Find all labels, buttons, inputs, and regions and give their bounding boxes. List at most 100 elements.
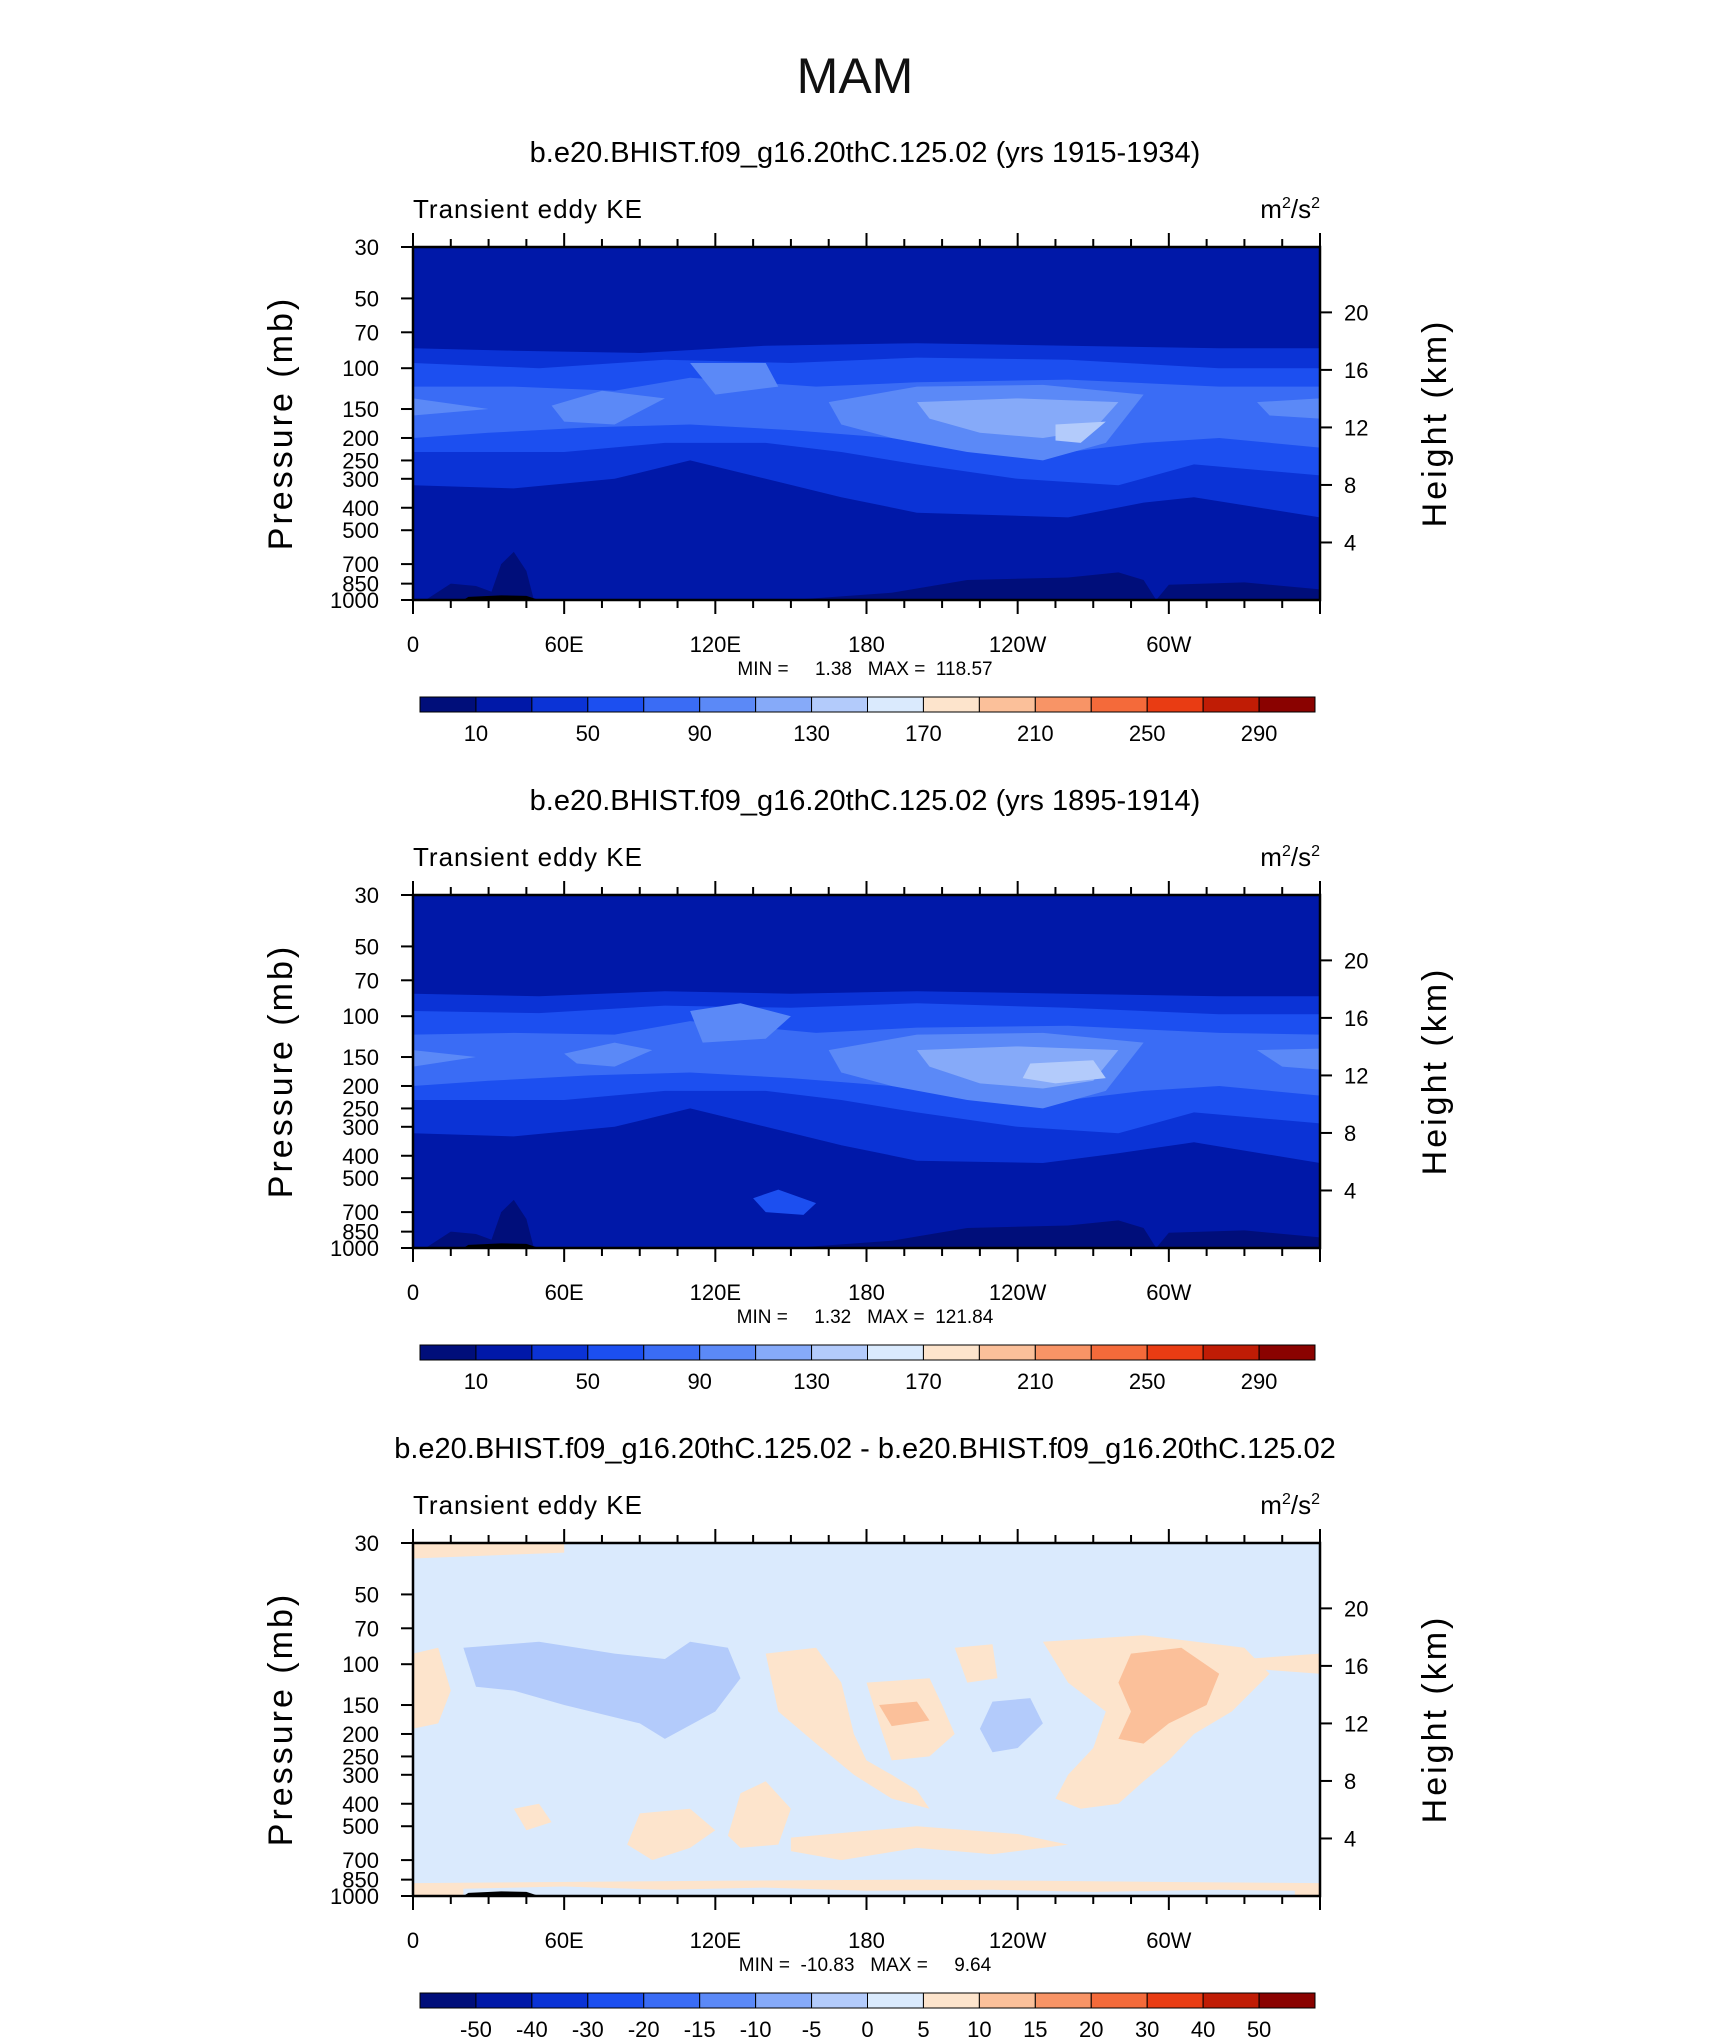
y-axis-label: Pressure (mb) [262, 944, 300, 1198]
colorbar-label: 50 [576, 721, 600, 746]
y-tick-label: 100 [342, 1652, 379, 1677]
colorbar-swatch [1202, 696, 1260, 713]
y-tick-label: 100 [342, 356, 379, 381]
contour-field [413, 895, 1320, 1248]
y2-tick-label: 8 [1344, 1121, 1356, 1146]
colorbar-swatch [419, 1344, 477, 1361]
colorbar-swatch [1146, 696, 1204, 713]
units-exp2: 2 [1311, 843, 1320, 860]
panel-1: b.e20.BHIST.f09_g16.20thC.125.02 (yrs 19… [262, 137, 1454, 746]
y-tick-label: 300 [342, 467, 379, 492]
colorbar-swatch [1146, 1344, 1204, 1361]
contour-band [488, 1199, 534, 1248]
contour-field [413, 247, 1320, 600]
contour-band [765, 1647, 930, 1809]
x-tick-label: 0 [407, 632, 419, 657]
colorbar-label: 130 [793, 721, 830, 746]
x-tick-label: 60E [545, 1280, 584, 1305]
colorbar-label: 10 [464, 721, 488, 746]
colorbar-label: -50 [460, 2017, 492, 2038]
y-tick-label: 250 [342, 1096, 379, 1121]
colorbar-swatch [978, 1344, 1036, 1361]
colorbar-label: -30 [572, 2017, 604, 2038]
y-tick-label: 50 [355, 1582, 379, 1607]
contour-band [413, 1543, 1320, 1896]
units-label: m2/s2 [1260, 1490, 1320, 1520]
contour-band [1156, 582, 1320, 600]
colorbar-swatch [1258, 1992, 1316, 2009]
colorbar: 10 50 90 130 170 210 250 290 [419, 1344, 1316, 1394]
units-base: m [1260, 842, 1282, 872]
y-tick-label: 500 [342, 1814, 379, 1839]
colorbar-swatch [1202, 1992, 1260, 2009]
variable-label: Transient eddy KE [413, 1490, 643, 1520]
y-tick-label: 30 [355, 1531, 379, 1556]
x-tick-label: 60E [545, 632, 584, 657]
contour-band [1244, 1653, 1320, 1674]
colorbar-swatch [1146, 1992, 1204, 2009]
contour-band [413, 1543, 565, 1559]
contour-band [488, 551, 534, 600]
y2-tick-label: 20 [1344, 948, 1368, 973]
y-tick-label: 100 [342, 1004, 379, 1029]
contour-band [463, 1886, 1295, 1895]
colorbar-swatch [867, 1992, 924, 2009]
colorbar-label: 130 [793, 1369, 830, 1394]
colorbar-swatch [1034, 1344, 1092, 1361]
y2-tick-label: 20 [1344, 300, 1368, 325]
x-tick-label: 60W [1146, 632, 1191, 657]
contour-band [954, 1644, 998, 1683]
units-exp2: 2 [1311, 1491, 1320, 1508]
colorbar-swatch [755, 1344, 813, 1361]
units-base: m [1260, 1490, 1282, 1520]
contour-band [413, 398, 489, 416]
variable-label: Transient eddy KE [413, 194, 643, 224]
contour-band [979, 1698, 1043, 1753]
colorbar-swatch [475, 1344, 533, 1361]
contour-band [790, 1826, 1069, 1861]
y-tick-label: 50 [355, 934, 379, 959]
y-tick-label: 30 [355, 235, 379, 260]
colorbar-swatch [1258, 696, 1316, 713]
min-max-stats: MIN = -10.83 MAX = 9.64 [739, 1955, 992, 1976]
y2-tick-label: 16 [1344, 1654, 1368, 1679]
x-tick-label: 120E [690, 1280, 741, 1305]
y-axis-label: Pressure (mb) [262, 296, 300, 550]
colorbar-label: -10 [740, 2017, 772, 2038]
y-tick-label: 400 [342, 496, 379, 521]
colorbar-swatch [1090, 1992, 1148, 2009]
y-tick-label: 200 [342, 1722, 379, 1747]
colorbar-label: -40 [516, 2017, 548, 2038]
colorbar-label: 20 [1079, 2017, 1103, 2038]
colorbar-swatch [922, 1992, 980, 2009]
y2-axis-label: Height (km) [1416, 319, 1454, 528]
y-tick-label: 250 [342, 1744, 379, 1769]
units-label: m2/s2 [1260, 194, 1320, 224]
y-tick-label: 150 [342, 1693, 379, 1718]
contour-band [1022, 1060, 1106, 1084]
contour-band [551, 390, 665, 425]
contour-band [1257, 1048, 1320, 1070]
x-tick-label: 120W [989, 1928, 1047, 1953]
y2-tick-label: 12 [1344, 1711, 1368, 1736]
colorbar-label: 210 [1017, 721, 1054, 746]
units-exp2: 2 [1311, 195, 1320, 212]
units-label: m2/s2 [1260, 842, 1320, 872]
units-sep: /s [1291, 842, 1311, 872]
colorbar-swatch [531, 1344, 589, 1361]
y-tick-label: 850 [342, 1868, 379, 1893]
y-tick-label: 700 [342, 1848, 379, 1873]
y-tick-label: 200 [342, 1074, 379, 1099]
y-tick-label: 70 [355, 968, 379, 993]
y-tick-label: 150 [342, 1045, 379, 1070]
y-tick-label: 1000 [330, 1884, 379, 1909]
colorbar-swatch [755, 1992, 813, 2009]
colorbar-swatch [1090, 1344, 1148, 1361]
colorbar-swatch [699, 1344, 757, 1361]
colorbar-swatch [531, 1992, 589, 2009]
colorbar-label: 30 [1135, 2017, 1159, 2038]
y2-tick-label: 4 [1344, 530, 1356, 555]
x-tick-label: 60W [1146, 1928, 1191, 1953]
